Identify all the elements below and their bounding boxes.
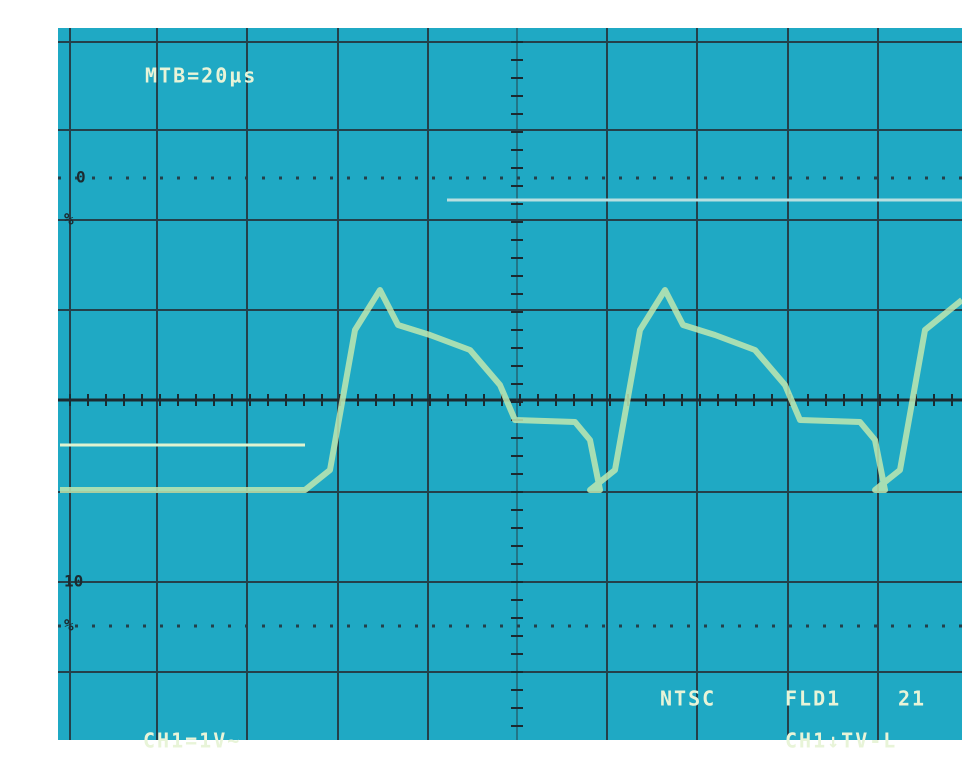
marker-label: % xyxy=(64,210,74,229)
screen-background xyxy=(58,28,962,740)
line-label: 21 xyxy=(898,687,926,711)
channel-label: CH1=1V~ xyxy=(143,729,241,753)
timebase-label: MTB=20µs xyxy=(145,64,257,88)
field-label: FLD1 xyxy=(785,687,841,711)
waveform xyxy=(60,287,962,493)
marker-label: 10 xyxy=(64,572,83,591)
trigger-label: CH1↓TV-L xyxy=(785,729,897,753)
marker-label: 0 xyxy=(76,168,86,187)
graticule xyxy=(58,28,962,740)
standard-label: NTSC xyxy=(660,687,716,711)
marker-label: % xyxy=(64,616,74,635)
